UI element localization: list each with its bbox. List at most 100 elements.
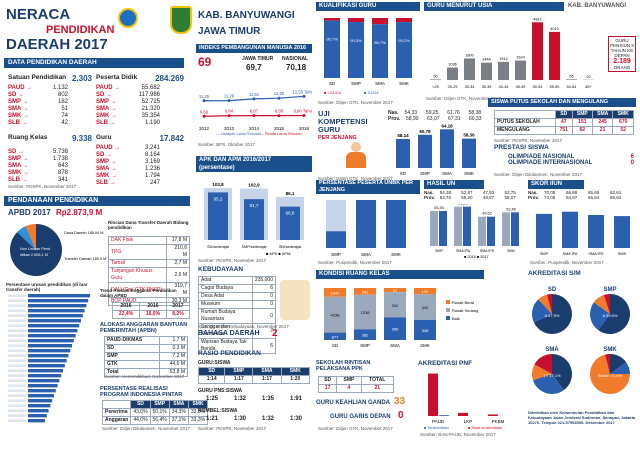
ipm-point [252, 114, 256, 118]
pnf-legend-2: ■ Tidak terakreditasi [468, 426, 502, 430]
kualifikasi-x-tick: SMK [399, 81, 409, 86]
table-row: Tamsil 2,7 M [107, 259, 190, 268]
ppk-col-header: SMP [336, 376, 362, 385]
usia-x-tick: 50-54 [533, 85, 543, 89]
kondisi-segment [354, 294, 376, 330]
akreditasi-slice [547, 294, 552, 314]
urusan-hbar [28, 389, 56, 393]
rasio-gp-label: GURU PNS:SISWA [198, 388, 243, 394]
kualifikasi-source: Sumber: Ditjen GTK, November 2017 [318, 100, 393, 105]
ipm-point-label: 12,00 [274, 91, 285, 96]
bahasa-label: BAHASA DAERAH [198, 330, 260, 337]
item-value: 3.241 [144, 145, 160, 151]
urusan-hbar-label-box [8, 389, 26, 392]
item-key: SD → [8, 149, 25, 155]
ipm-rank: 69 [198, 55, 212, 69]
urusan-hbar-label-box [8, 314, 26, 317]
table-row: Tunjangan Khusus Guru 2,6 M [107, 267, 190, 283]
usia-value: 1624 [516, 56, 524, 60]
pie-label-non-val: idikan 2.506,1 M [20, 253, 48, 257]
kualifikasi-s1-bar [396, 22, 412, 78]
urusan-hbar [28, 304, 87, 308]
rincian-value: 2,6 M [166, 267, 190, 283]
stat-value: 69,64 [610, 195, 622, 200]
usia-bar-chart: 50 <25 1036 25-29 1800 30-34 1444 35-39 1512 40-4… [430, 17, 594, 89]
ruang-label: Ruang Kelas [8, 134, 48, 141]
bantuan-value: 53,8 M [159, 368, 188, 377]
item-value: 5.738 [52, 149, 68, 155]
iiun-x-tick: SMA IPS [588, 252, 604, 256]
rasio-col-header: SMA [252, 367, 282, 376]
apk-x-tick: SMP/sederajat [242, 245, 268, 249]
uji-x-tick: SMP [420, 171, 430, 176]
pnf-x-tick: LKP [464, 419, 473, 424]
ruang-kelas-block: Ruang Kelas 9.338 SD → 5.738 SMP → 1.738 SMA… [8, 134, 92, 184]
ipm-jatim-label: JAWA TIMUR [242, 56, 274, 62]
stat-key: Prov. [528, 195, 539, 200]
kondisi-segment [384, 288, 406, 293]
item-value: 74 [61, 113, 68, 119]
rincian-value: 17,8 M [166, 236, 190, 245]
usia-value: 4811 [533, 17, 541, 21]
apbd-pie-chart: Non Urusan Pend idikan 2.506,1 M Dana Daer… [9, 224, 106, 276]
guru-label: Guru [96, 134, 112, 141]
table-row: Warisan Budaya Tak Benda 6 [198, 338, 277, 354]
ipm-point [302, 94, 306, 98]
stat-value: 52,87 [461, 190, 473, 195]
urusan-hbar-label-box [8, 364, 26, 367]
garis-depan-value: 0 [398, 410, 404, 421]
urusan-hbar-label-box [8, 359, 26, 362]
urusan-hbar-label-box [8, 349, 26, 352]
urusan-hbar-label-box [8, 344, 26, 347]
kebudayaan-value: 6 [251, 338, 277, 354]
usia-bar [464, 58, 475, 80]
apk-header: APK DAN APM 2016/2017 (persentase) [196, 156, 312, 172]
data-pendidikan-header: DATA PENDIDIKAN DAERAH [4, 58, 184, 68]
hasil-2016-bar [454, 206, 462, 246]
rasio-col-header: SMP [224, 367, 254, 376]
apk-legend: ■ APK ■ APM [266, 251, 290, 256]
item-key: SMA → [96, 166, 117, 172]
rasio-rb-value: 1:30 [289, 416, 302, 422]
urusan-hbar [28, 299, 89, 303]
list-item: SLB → 341 [8, 177, 68, 184]
stat-value: 47,93 [482, 190, 495, 195]
uji-bar [396, 138, 410, 168]
ipm-point [277, 114, 281, 118]
table-row: Museum 0 [198, 300, 277, 309]
ipm-point [277, 96, 281, 100]
kebudayaan-table: Adat 235,000 Cagar Budaya 6 Desa Adat 0 Museum… [198, 276, 277, 354]
uji-stat-key: Prov. [388, 116, 401, 122]
hasil-2017-bar [511, 212, 519, 246]
kondisi-segment [324, 332, 346, 340]
pip-table: SD SMP SMA SMK Penerima 43,0% 50,1% 34,3% 33,3% A… [101, 400, 209, 425]
kondisi-segment [354, 329, 376, 340]
iiun-bar [614, 216, 630, 248]
ipm-x-tick: 2012 [199, 126, 210, 131]
usia-value: 1512 [499, 57, 507, 61]
apk-label: 103,8 [212, 182, 224, 187]
uji-stat-value: 61,76 [447, 110, 460, 116]
item-value: 8.164 [144, 152, 160, 158]
rincian-value: 2,7 M [166, 259, 190, 268]
bantuan-value: 0,3 M [159, 344, 188, 353]
apbd-pie-slice [17, 226, 36, 250]
tren-value: 22,4% [112, 310, 140, 319]
item-value: 247 [149, 180, 160, 186]
data-pendidikan-source: Sumber: PDSPK, November 2017 [8, 184, 77, 189]
usia-value: 50 [433, 74, 437, 78]
table-row: SMP 7,2 M [103, 352, 188, 361]
prestasi-label: OLIMPIADE INTERNASIONAL [508, 160, 593, 166]
stat-value: 54,76 [439, 195, 451, 200]
usia-value: 20 [586, 75, 590, 79]
urusan-hbar-label-box [8, 354, 26, 357]
tren-year: 2017 [165, 302, 191, 311]
item-key: SLB → [8, 120, 28, 126]
prestasi-item: OLIMPIADE NASIONAL 6 [508, 154, 634, 160]
list-item: SD → 8.164 [96, 152, 160, 159]
table-row: PUTUS SEKOLAH 47 151 245 670 [494, 118, 634, 127]
bantuan-label: Total [103, 368, 161, 377]
table-row: SD 0,3 M [103, 344, 188, 353]
prestasi-header: PRESTASI SISWA [494, 144, 549, 151]
putus-cell: 21 [591, 126, 614, 135]
